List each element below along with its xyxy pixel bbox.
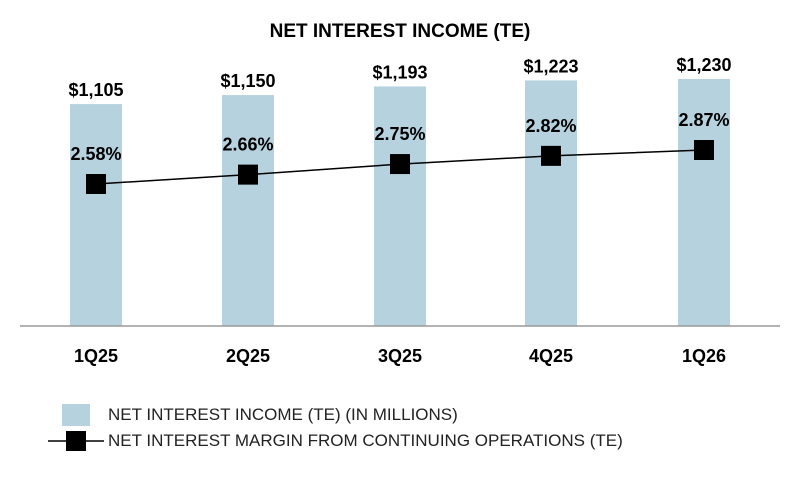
margin-label-3Q25: 2.75% bbox=[374, 124, 425, 144]
bar-4Q25 bbox=[525, 80, 577, 326]
bar-value-label-4Q25: $1,223 bbox=[523, 56, 578, 76]
legend-line-label: NET INTEREST MARGIN FROM CONTINUING OPER… bbox=[108, 431, 623, 450]
legend-line-marker bbox=[66, 431, 86, 451]
bar-value-label-1Q25: $1,105 bbox=[68, 80, 123, 100]
margin-label-4Q25: 2.82% bbox=[525, 116, 576, 136]
category-label-4Q25: 4Q25 bbox=[529, 346, 573, 366]
category-label-1Q25: 1Q25 bbox=[74, 346, 118, 366]
category-labels: 1Q25 2Q25 3Q25 4Q25 1Q26 bbox=[74, 346, 726, 366]
margin-label-1Q26: 2.87% bbox=[678, 110, 729, 130]
bar-2Q25 bbox=[222, 95, 274, 327]
margin-point-1Q26 bbox=[694, 140, 714, 160]
category-label-3Q25: 3Q25 bbox=[378, 346, 422, 366]
margin-label-1Q25: 2.58% bbox=[70, 144, 121, 164]
margin-point-2Q25 bbox=[238, 164, 258, 185]
margin-point-1Q25 bbox=[86, 174, 106, 194]
bar-value-label-3Q25: $1,193 bbox=[372, 62, 427, 82]
margin-line-group: 2.58% 2.66% 2.75% 2.82% 2.87% bbox=[70, 110, 730, 194]
margin-point-4Q25 bbox=[541, 145, 561, 166]
chart-title: NET INTEREST INCOME (TE) bbox=[270, 21, 531, 42]
bar-3Q25 bbox=[374, 86, 426, 326]
margin-point-3Q25 bbox=[390, 154, 410, 175]
margin-label-2Q25: 2.66% bbox=[222, 135, 273, 155]
legend-bar-label: NET INTEREST INCOME (TE) (IN MILLIONS) bbox=[108, 405, 458, 424]
bar-value-label-2Q25: $1,150 bbox=[220, 71, 275, 91]
category-label-2Q25: 2Q25 bbox=[226, 346, 270, 366]
bar-1Q26 bbox=[678, 79, 730, 326]
legend-bar-swatch bbox=[62, 404, 90, 426]
bar-value-label-1Q26: $1,230 bbox=[676, 55, 731, 75]
legend: NET INTEREST INCOME (TE) (IN MILLIONS) N… bbox=[48, 404, 623, 451]
bar-1Q25 bbox=[70, 104, 122, 326]
bars-group: $1,105 $1,150 $1,193 $1,223 $1,230 bbox=[68, 55, 732, 327]
category-label-1Q26: 1Q26 bbox=[682, 346, 726, 366]
